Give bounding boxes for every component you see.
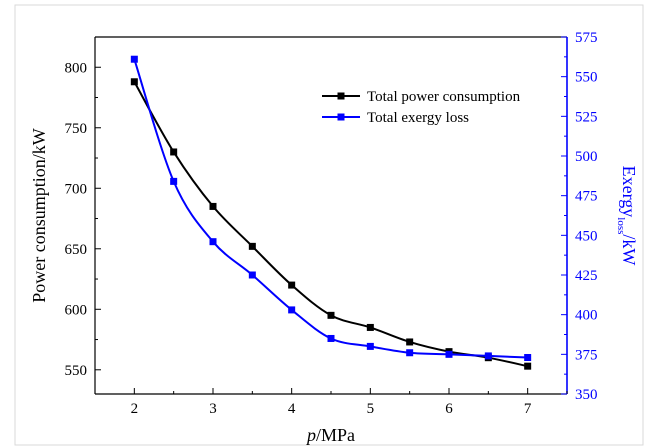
- left-y-tick-label: 700: [65, 181, 88, 197]
- right-y-axis-title-unit: /kW: [619, 234, 639, 265]
- x-axis-title-unit: /MPa: [316, 425, 355, 445]
- power-consumption-marker: [524, 362, 532, 370]
- right-y-axis-title: Exergyloss/kW: [615, 166, 639, 266]
- right-y-tick-label: 575: [575, 30, 598, 46]
- outer-frame: [14, 4, 644, 446]
- power-consumption-marker: [170, 148, 178, 156]
- x-tick-label: 2: [131, 401, 139, 417]
- left-y-axis-title: Power consumption/kW: [29, 128, 49, 302]
- x-tick-label: 4: [288, 401, 296, 417]
- power-consumption-marker: [327, 311, 335, 319]
- x-axis-title: p/MPa: [305, 425, 355, 445]
- x-tick-label: 5: [367, 401, 375, 417]
- power-consumption-marker: [288, 281, 296, 289]
- exergy-loss-marker: [209, 238, 217, 246]
- exergy-loss-marker: [130, 55, 138, 63]
- left-y-tick-label: 750: [65, 121, 88, 137]
- power-consumption-marker: [248, 242, 256, 250]
- x-tick-label: 6: [445, 401, 453, 417]
- x-axis-title-symbol: p: [305, 425, 316, 445]
- legend: Total power consumption Total exergy loss: [322, 89, 521, 126]
- power-consumption-marker: [130, 78, 138, 86]
- exergy-loss-marker: [484, 352, 492, 360]
- exergy-loss-line: [133, 58, 528, 359]
- power-consumption-marker: [406, 338, 414, 346]
- right-y-tick-label: 425: [575, 268, 598, 284]
- right-y-tick-label: 450: [575, 228, 598, 244]
- right-y-tick-label: 350: [575, 387, 598, 403]
- x-tick-label: 7: [524, 401, 532, 417]
- left-y-tick-label: 550: [65, 363, 88, 379]
- power-consumption-marker: [209, 202, 217, 210]
- axes-layer: [94, 36, 568, 395]
- right-y-tick-label: 475: [575, 189, 598, 205]
- labels-layer: 2 3 4 5 6 7 550 600 650 700 750 800 350 375 400 425 450 4…: [29, 30, 639, 445]
- exergy-loss-marker: [288, 306, 296, 314]
- exergy-loss-marker: [366, 342, 374, 350]
- series-layer: [130, 55, 532, 370]
- right-y-tick-label: 500: [575, 149, 598, 165]
- left-y-tick-label: 800: [65, 60, 88, 76]
- right-y-axis-title-subscript: loss: [615, 217, 627, 234]
- right-y-tick-label: 375: [575, 347, 598, 363]
- left-y-tick-label: 600: [65, 302, 88, 318]
- legend-label-power-consumption: Total power consumption: [367, 89, 521, 105]
- exergy-loss-marker: [406, 349, 414, 357]
- exergy-loss-marker: [327, 334, 335, 342]
- exergy-loss-marker: [445, 350, 453, 358]
- power-consumption-marker: [366, 323, 374, 331]
- x-tick-label: 3: [209, 401, 217, 417]
- exergy-loss-marker: [170, 177, 178, 185]
- exergy-loss-marker: [524, 354, 532, 362]
- legend-label-exergy-loss: Total exergy loss: [367, 110, 469, 126]
- right-y-axis-title-base: Exergy: [619, 166, 639, 218]
- right-y-tick-label: 400: [575, 308, 598, 324]
- right-y-tick-label: 525: [575, 109, 598, 125]
- legend-marker-power-consumption: [337, 92, 345, 100]
- right-y-tick-label: 550: [575, 70, 598, 86]
- exergy-loss-marker: [248, 271, 256, 279]
- left-y-tick-label: 650: [65, 242, 88, 258]
- legend-marker-exergy-loss: [337, 113, 345, 121]
